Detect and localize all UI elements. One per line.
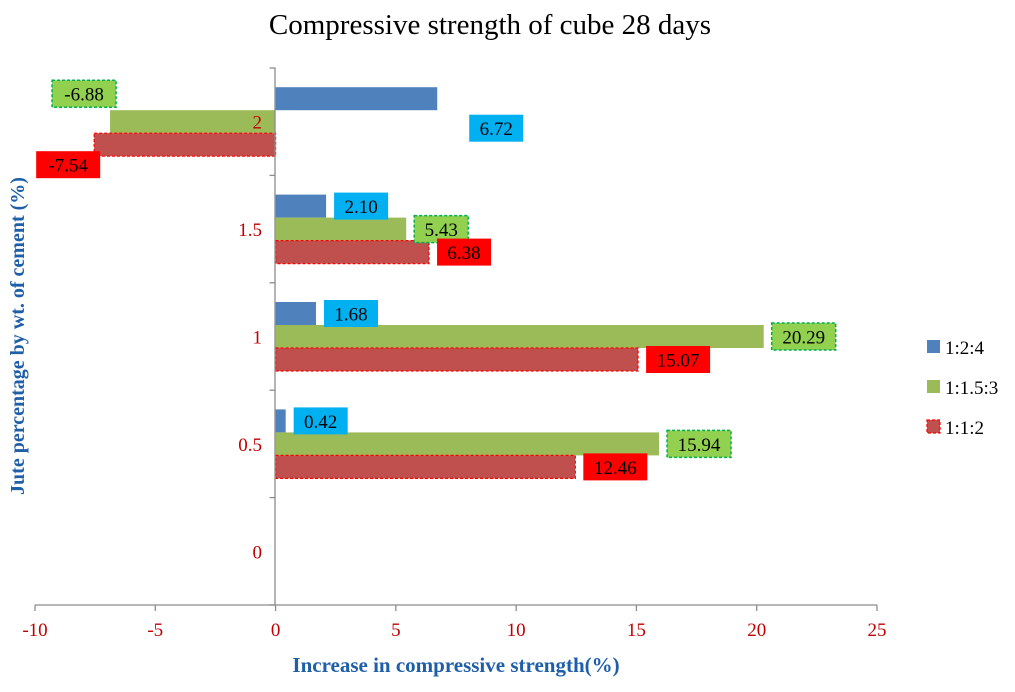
data-label: -7.54 xyxy=(36,151,101,179)
bar xyxy=(275,87,438,111)
axes-layer xyxy=(35,68,877,606)
chart-title: Compressive strength of cube 28 days xyxy=(269,9,711,41)
svg-text:1.68: 1.68 xyxy=(334,305,367,326)
svg-text:20.29: 20.29 xyxy=(782,328,825,349)
legend-item: 1:2:4 xyxy=(927,338,985,359)
x-tick-label: 10 xyxy=(507,620,526,641)
ticks-layer: -10 -5 0 5 10 15 20 25 0 0.5 1 1.5 2 xyxy=(22,67,887,641)
svg-text:-6.88: -6.88 xyxy=(64,85,104,106)
x-tick-label: -10 xyxy=(22,620,47,641)
x-tick-label: 25 xyxy=(868,620,887,641)
svg-text:15.07: 15.07 xyxy=(657,351,700,372)
y-tick-label: 1.5 xyxy=(238,220,262,241)
svg-text:-7.54: -7.54 xyxy=(48,156,88,177)
legend-item: 1:1.5:3 xyxy=(927,378,998,399)
bars-layer xyxy=(93,87,764,479)
bar xyxy=(274,454,576,479)
data-label: -6.88 xyxy=(51,79,117,108)
x-tick-label: 20 xyxy=(747,620,766,641)
bar xyxy=(274,240,430,265)
legend-swatch xyxy=(927,380,940,393)
data-label: 1.68 xyxy=(323,300,378,327)
bar xyxy=(275,217,407,241)
bar xyxy=(274,347,639,372)
legend: 1:2:4 1:1.5:3 1:1:2 xyxy=(926,338,998,439)
data-label: 5.43 xyxy=(413,214,469,244)
bar xyxy=(275,432,660,456)
x-tick-label: 5 xyxy=(391,620,401,641)
svg-text:0.42: 0.42 xyxy=(304,412,337,433)
svg-text:6.38: 6.38 xyxy=(447,243,480,264)
data-label: 0.42 xyxy=(293,407,348,435)
y-tick-label: 2 xyxy=(253,113,263,134)
data-label: 2.10 xyxy=(334,192,389,220)
svg-text:15.94: 15.94 xyxy=(678,435,721,456)
x-tick-label: 0 xyxy=(271,620,281,641)
data-label: 12.46 xyxy=(583,453,648,481)
legend-swatch xyxy=(927,340,940,353)
legend-swatch xyxy=(926,419,941,434)
svg-text:12.46: 12.46 xyxy=(594,458,637,479)
y-axis-label: Jute percentage by wt. of cement (%) xyxy=(7,177,29,495)
svg-text:2.10: 2.10 xyxy=(344,197,377,218)
bar xyxy=(93,132,277,157)
legend-label: 1:1:2 xyxy=(945,418,984,439)
legend-label: 1:1.5:3 xyxy=(945,378,998,399)
svg-text:6.72: 6.72 xyxy=(480,119,513,140)
bar xyxy=(110,110,276,134)
data-label: 20.29 xyxy=(770,322,837,351)
y-tick-label: 0 xyxy=(253,542,263,563)
data-label: 6.38 xyxy=(437,238,492,266)
legend-label: 1:2:4 xyxy=(945,338,985,359)
bar xyxy=(275,325,764,348)
y-tick-label: 1 xyxy=(253,328,263,349)
x-tick-label: 15 xyxy=(627,620,646,641)
data-label: 15.07 xyxy=(646,346,711,373)
data-labels-layer: 0.42 1.68 2.10 6.72 15.94 20.29 5.43 -6.88 12.46… xyxy=(36,79,837,481)
data-label: 15.94 xyxy=(666,429,732,459)
bar xyxy=(275,302,316,325)
x-axis-label: Increase in compressive strength(%) xyxy=(292,653,619,677)
x-tick-label: -5 xyxy=(147,620,163,641)
bar xyxy=(275,194,327,218)
legend-item: 1:1:2 xyxy=(926,418,984,439)
bar xyxy=(275,409,286,433)
y-tick-label: 0.5 xyxy=(238,435,262,456)
data-label: 6.72 xyxy=(469,114,524,142)
svg-text:5.43: 5.43 xyxy=(425,220,458,241)
